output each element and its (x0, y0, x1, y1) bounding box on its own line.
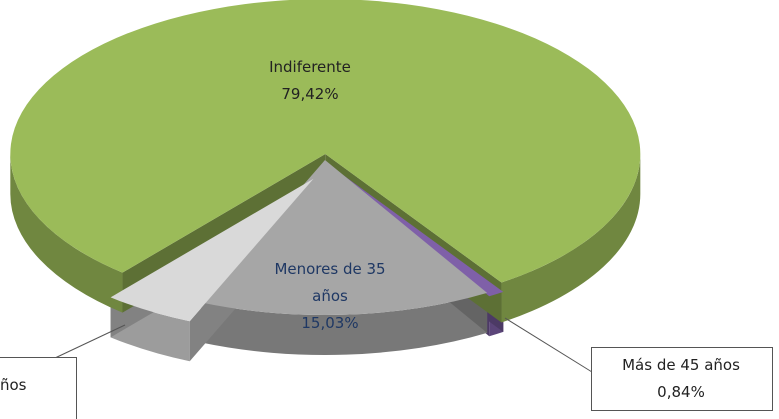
category-label: Indiferente (269, 58, 351, 76)
slice-side (501, 154, 641, 323)
value-label: 0,84% (657, 383, 705, 401)
label-box (591, 347, 773, 411)
slice (10, 0, 641, 283)
slice (201, 160, 488, 315)
slice (327, 163, 504, 297)
data-label: Menores de 35 años 15,03% (255, 256, 405, 337)
value-label: 15,03% (301, 314, 359, 332)
value-label: 79,42% (281, 85, 339, 103)
label-box (0, 357, 77, 419)
category-label: Menores de 35 años (274, 260, 386, 305)
leader-line (54, 324, 126, 359)
slice-side (201, 292, 488, 355)
leader-line (504, 317, 593, 373)
category-label: Más de 45 años (622, 356, 740, 374)
slice (110, 178, 314, 322)
slice-side (10, 154, 123, 313)
data-label: Más de 45 años 0,84% (591, 352, 771, 406)
data-label: ños (0, 372, 40, 399)
category-label: ños (0, 376, 27, 394)
data-label: Indiferente 79,42% (230, 54, 390, 108)
